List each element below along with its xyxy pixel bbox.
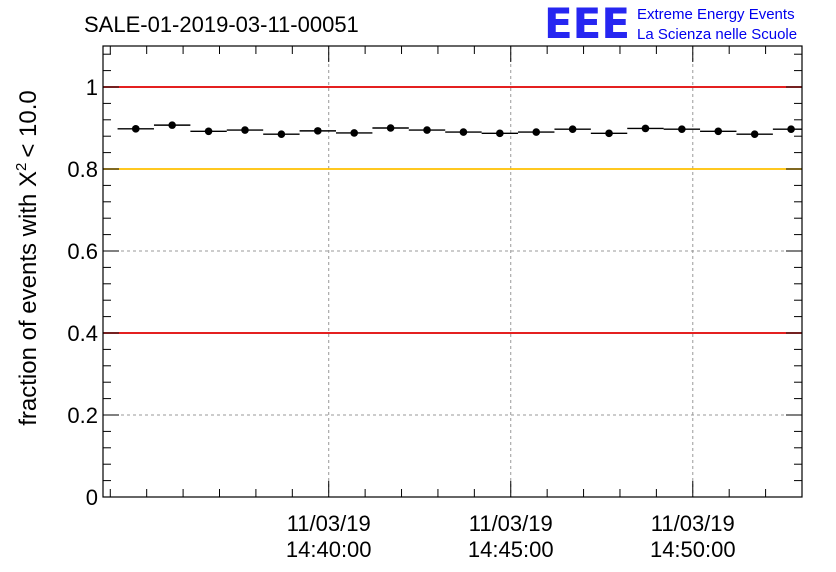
data-point (277, 130, 286, 138)
data-point (313, 127, 322, 135)
logo-line2: La Scienza nelle Scuole (637, 26, 797, 43)
data-point (750, 130, 759, 138)
data-point (568, 125, 577, 134)
data-point (131, 125, 140, 133)
y-tick-label: 0.8 (67, 157, 98, 182)
chart-title: SALE-01-2019-03-11-00051 (84, 12, 359, 37)
x-tick-label-date: 11/03/19 (651, 511, 735, 536)
y-axis-label-exponent: 2 (13, 163, 30, 171)
grid (103, 46, 802, 497)
data-point (423, 126, 431, 134)
data-points (117, 121, 802, 138)
data-point (678, 125, 686, 134)
data-point (714, 127, 723, 136)
y-tick-label: 0.4 (67, 321, 98, 346)
x-tick-label-date: 11/03/19 (469, 511, 553, 536)
data-point (386, 124, 395, 132)
data-point (350, 129, 359, 137)
data-point (241, 126, 249, 134)
data-point (459, 128, 468, 136)
plot-frame (102, 45, 803, 498)
data-point (532, 128, 541, 136)
y-tick-label: 0.6 (67, 239, 98, 264)
y-tick-label: 1 (86, 75, 98, 100)
data-point (204, 127, 213, 136)
x-tick-label-time: 14:45:00 (468, 537, 554, 562)
data-point (496, 129, 504, 138)
y-axis-label-threshold: < 10.0 (15, 90, 42, 157)
x-tick-label-time: 14:40:00 (286, 537, 372, 562)
data-point (605, 129, 613, 138)
data-point (787, 125, 795, 134)
data-point (168, 121, 176, 129)
data-point (641, 124, 650, 133)
y-axis-label: fraction of events with X2 < 10.0 (13, 90, 42, 426)
y-tick-label: 0 (86, 485, 98, 510)
y-axis-label-text: fraction of events with (15, 194, 42, 426)
reference-lines (103, 86, 802, 334)
logo-line1: Extreme Energy Events (637, 6, 795, 23)
logo-letters: EEE (544, 0, 630, 48)
y-tick-label: 0.2 (67, 403, 98, 428)
x-tick-label-date: 11/03/19 (287, 511, 371, 536)
axes: 00.20.40.60.8111/03/1914:40:0011/03/1914… (67, 46, 803, 562)
x-tick-label-time: 14:50:00 (650, 537, 736, 562)
y-axis-label-symbol: X (15, 171, 42, 187)
eee-logo: EEE Extreme Energy Events La Scienza nel… (544, 0, 797, 48)
